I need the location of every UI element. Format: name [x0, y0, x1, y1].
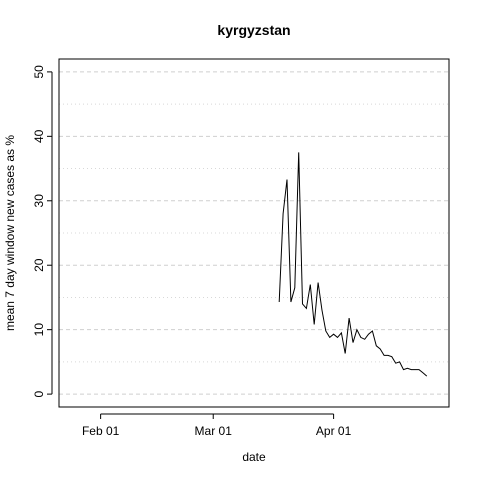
x-tick-label: Mar 01 [195, 424, 233, 438]
y-tick-label: 0 [32, 390, 46, 397]
x-tick-label: Feb 01 [82, 424, 120, 438]
x-axis-label: date [242, 450, 266, 464]
chart-title: kyrgyzstan [217, 22, 290, 38]
y-axis-label: mean 7 day window new cases as % [3, 135, 17, 331]
x-tick-label: Apr 01 [316, 424, 352, 438]
y-tick-label: 30 [32, 194, 46, 208]
y-tick-label: 40 [32, 129, 46, 143]
y-tick-label: 50 [32, 65, 46, 79]
y-tick-label: 10 [32, 323, 46, 337]
y-tick-label: 20 [32, 258, 46, 272]
